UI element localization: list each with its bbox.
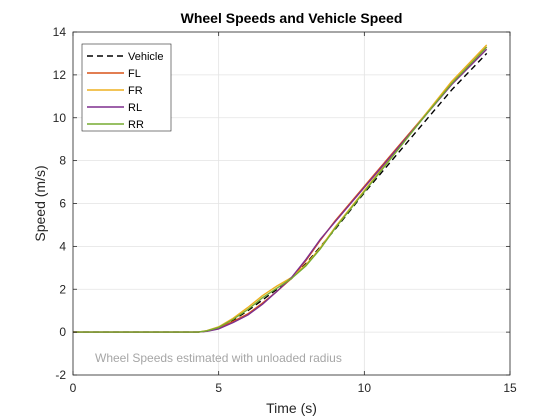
legend-label-fl: FL — [128, 68, 141, 80]
legend-box — [81, 43, 172, 132]
legend-label-vehicle: Vehicle — [128, 51, 163, 63]
chart-title: Wheel Speeds and Vehicle Speed — [181, 10, 403, 26]
y-tick-label: 4 — [59, 239, 66, 253]
chart-annotation: Wheel Speeds estimated with unloaded rad… — [95, 351, 342, 365]
y-tick-label: -2 — [55, 368, 66, 382]
y-tick-label: 8 — [59, 154, 66, 168]
x-axis-label: Time (s) — [266, 400, 317, 416]
y-tick-label: 0 — [59, 325, 66, 339]
legend: Vehicle FL FR RL RR — [81, 43, 172, 132]
x-tick-label: 5 — [215, 381, 222, 395]
series-line-rr — [73, 46, 488, 333]
y-tick-label: 2 — [59, 282, 66, 296]
grid — [72, 31, 511, 376]
ticks: 0 5 10 15 -2 0 2 4 6 8 10 12 14 — [53, 25, 517, 395]
legend-label-rl: RL — [128, 102, 142, 114]
y-tick-label: 6 — [59, 197, 66, 211]
x-tick-label: 15 — [503, 381, 517, 395]
legend-label-rr: RR — [128, 119, 144, 131]
y-axis-label: Speed (m/s) — [32, 165, 48, 241]
series-line-rl — [73, 48, 488, 333]
x-tick-label: 0 — [70, 381, 77, 395]
y-tick-label: 10 — [53, 111, 67, 125]
y-tick-label: 14 — [53, 25, 67, 39]
series-lines — [73, 44, 488, 333]
legend-label-fr: FR — [128, 85, 143, 97]
y-tick-label: 12 — [53, 68, 67, 82]
x-tick-label: 10 — [358, 381, 372, 395]
